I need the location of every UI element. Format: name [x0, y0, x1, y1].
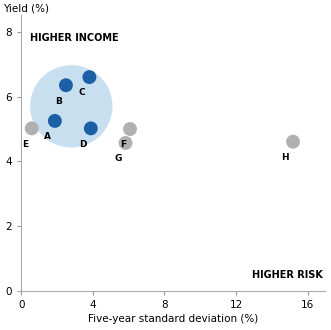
Text: F: F — [120, 140, 126, 149]
Text: Yield (%): Yield (%) — [3, 3, 49, 13]
Point — [63, 82, 69, 88]
Ellipse shape — [30, 65, 113, 148]
Point — [87, 75, 92, 80]
X-axis label: Five-year standard deviation (%): Five-year standard deviation (%) — [88, 314, 259, 324]
Text: HIGHER RISK: HIGHER RISK — [252, 270, 322, 280]
Text: D: D — [79, 140, 87, 149]
Text: C: C — [79, 88, 85, 97]
Text: E: E — [22, 140, 28, 149]
Point — [52, 118, 58, 123]
Text: H: H — [281, 153, 289, 162]
Text: A: A — [44, 132, 51, 141]
Text: HIGHER INCOME: HIGHER INCOME — [30, 33, 119, 43]
Point — [127, 126, 133, 132]
Point — [29, 126, 34, 131]
Point — [88, 126, 93, 131]
Point — [290, 139, 296, 144]
Text: B: B — [55, 97, 62, 106]
Point — [123, 140, 128, 146]
Text: G: G — [114, 154, 121, 163]
